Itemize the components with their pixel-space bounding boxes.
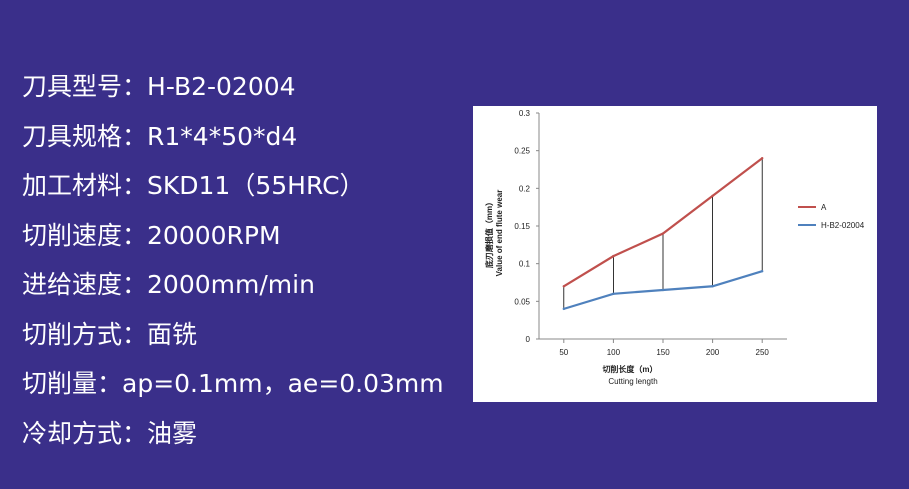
spec-row-feed: 进给速度：2000mm/min xyxy=(22,260,444,310)
x-tick-label: 50 xyxy=(559,348,568,357)
legend-label-a: A xyxy=(821,203,827,212)
spec-value: SKD11（55HRC） xyxy=(147,171,365,200)
data-point xyxy=(661,232,665,235)
spec-row-size: 刀具规格：R1*4*50*d4 xyxy=(22,112,444,162)
y-tick-label: 0.3 xyxy=(519,109,531,118)
y-tick-label: 0.2 xyxy=(519,184,531,193)
y-axis-label-cn: 底刃磨损值（mm） xyxy=(484,198,494,269)
spec-value: 面铣 xyxy=(147,319,198,349)
data-point xyxy=(562,285,565,288)
spec-label: 切削方式： xyxy=(22,319,148,349)
spec-label: 加工材料： xyxy=(22,171,148,200)
spec-row-depth: 切削量：ap=0.1mm，ae=0.03mm xyxy=(22,359,444,409)
spec-label: 刀具规格： xyxy=(22,121,148,151)
x-tick-label: 150 xyxy=(656,348,670,357)
spec-label: 切削速度： xyxy=(22,220,148,250)
y-tick-label: 0.15 xyxy=(514,222,530,231)
data-point xyxy=(612,292,615,295)
spec-label: 切削量： xyxy=(22,369,123,398)
spec-value: R1*4*50*d4 xyxy=(147,121,298,151)
data-point xyxy=(761,270,764,273)
data-point xyxy=(612,254,615,258)
spec-label: 进给速度： xyxy=(22,270,148,299)
data-point xyxy=(562,307,565,311)
data-point xyxy=(661,288,665,292)
legend: A H-B2-02004 xyxy=(798,203,865,230)
spec-row-model: 刀具型号：H-B2-02004 xyxy=(22,62,444,112)
x-tick-label: 250 xyxy=(756,348,770,357)
legend-label-h-b2: H-B2-02004 xyxy=(821,221,865,230)
spec-value: 2000mm/min xyxy=(147,270,315,299)
data-point xyxy=(761,157,764,160)
y-tick-label: 0 xyxy=(526,335,531,344)
spec-row-mode: 切削方式：面铣 xyxy=(22,310,444,360)
spec-value: 20000RPM xyxy=(147,220,281,250)
x-tick-label: 200 xyxy=(706,348,720,357)
x-tick-label: 100 xyxy=(607,348,621,357)
spec-value: 油雾 xyxy=(147,418,198,448)
spec-row-speed: 切削速度：20000RPM xyxy=(22,211,444,261)
x-axis-label-en: Cutting length xyxy=(608,377,657,386)
wear-chart-svg: 0 0.05 0.1 0.15 0.2 0.25 0.3 50 100 150 200 250 底刃… xyxy=(484,109,865,386)
spec-label: 冷却方式： xyxy=(22,418,148,448)
data-point xyxy=(711,285,714,288)
spec-row-cooling: 冷却方式：油雾 xyxy=(22,409,444,459)
y-tick-label: 0.05 xyxy=(514,297,530,306)
spec-value: H-B2-02004 xyxy=(147,72,296,101)
x-axis-label-cn: 切削长度（m） xyxy=(602,364,657,374)
spec-value: ap=0.1mm，ae=0.03mm xyxy=(122,369,444,398)
y-tick-label: 0.1 xyxy=(519,260,531,269)
y-tick-label: 0.25 xyxy=(514,147,530,156)
spec-row-material: 加工材料：SKD11（55HRC） xyxy=(22,161,444,211)
wear-chart: 0 0.05 0.1 0.15 0.2 0.25 0.3 50 100 150 200 250 底刃… xyxy=(473,106,877,402)
spec-list: 刀具型号：H-B2-02004 刀具规格：R1*4*50*d4 加工材料：SKD… xyxy=(22,62,444,458)
y-axis-label-en: Value of end flute wear xyxy=(495,190,504,277)
spec-label: 刀具型号： xyxy=(22,72,148,101)
data-point xyxy=(711,194,714,198)
